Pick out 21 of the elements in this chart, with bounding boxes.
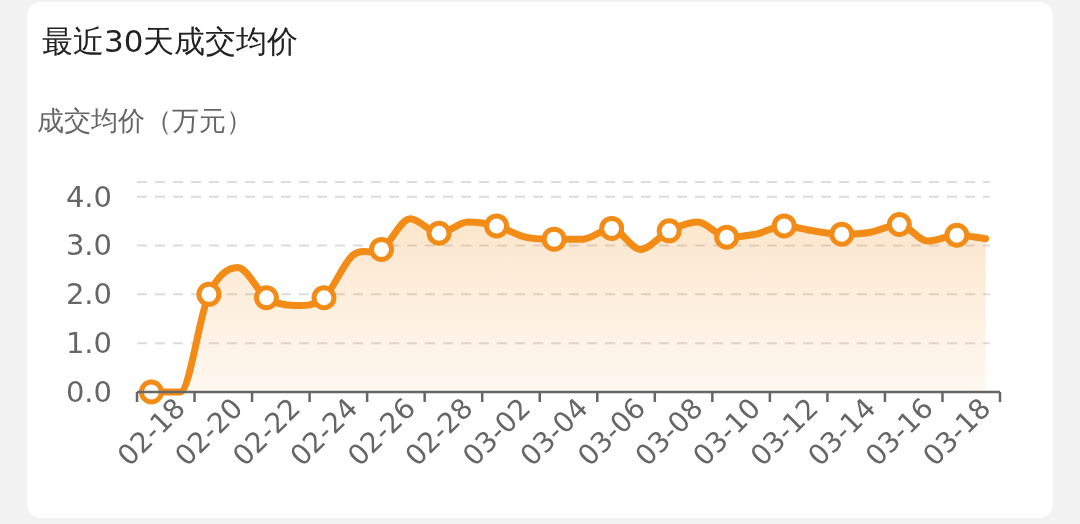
point (541, 226, 567, 252)
point (311, 285, 337, 311)
point (369, 236, 395, 262)
y-tick-label: 3.0 (65, 228, 112, 263)
point (944, 222, 970, 248)
y-tick-label: 1.0 (65, 326, 112, 361)
y-tick-label: 0.0 (65, 375, 112, 409)
y-tick-label: 2.0 (65, 277, 112, 312)
point (771, 213, 797, 239)
point (886, 211, 912, 237)
point (714, 224, 740, 250)
point (426, 220, 452, 246)
point (829, 221, 855, 247)
point (484, 213, 510, 239)
y-axis-title: 成交均价（万元） (37, 105, 253, 136)
point (253, 285, 279, 311)
chart-title: 最近30天成交均价 (42, 23, 299, 59)
point (196, 281, 222, 307)
y-tick-label: 4.0 (65, 179, 112, 214)
point (656, 218, 682, 244)
point (599, 215, 625, 241)
